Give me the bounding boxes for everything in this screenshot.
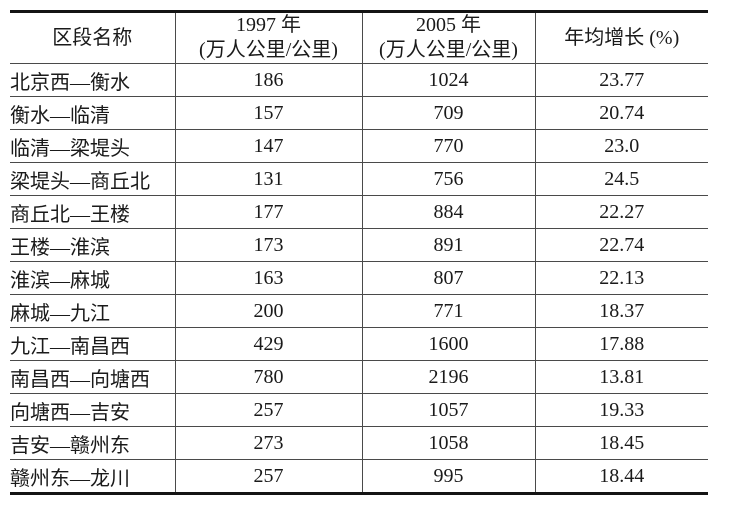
growth-cell: 17.88: [534, 327, 708, 361]
growth-cell: 24.5: [534, 162, 708, 196]
table-row: 王楼—淮滨 173 891 22.74: [10, 228, 708, 262]
value-2005-cell: 756: [361, 162, 535, 196]
table-row: 梁堤头—商丘北 131 756 24.5: [10, 162, 708, 196]
value-1997-cell: 273: [174, 426, 362, 460]
section-name-cell: 麻城—九江: [10, 294, 175, 328]
value-1997-cell: 177: [174, 195, 362, 229]
section-name-cell: 临清—梁堤头: [10, 129, 175, 163]
value-2005-cell: 807: [361, 261, 535, 295]
value-1997-cell: 157: [174, 96, 362, 130]
value-1997-cell: 200: [174, 294, 362, 328]
value-1997-cell: 163: [174, 261, 362, 295]
header-2005-year: 2005 年: [416, 14, 481, 36]
table-row: 吉安—赣州东 273 1058 18.45: [10, 426, 708, 460]
value-1997-cell: 429: [174, 327, 362, 361]
growth-cell: 22.13: [534, 261, 708, 295]
table-row: 衡水—临清 157 709 20.74: [10, 96, 708, 130]
section-name-cell: 淮滨—麻城: [10, 261, 175, 295]
growth-cell: 20.74: [534, 96, 708, 130]
value-2005-cell: 884: [361, 195, 535, 229]
table-row: 南昌西—向塘西 780 2196 13.81: [10, 360, 708, 394]
value-1997-cell: 147: [174, 129, 362, 163]
header-growth-label: 年均增长 (%): [564, 26, 680, 49]
section-name-cell: 赣州东—龙川: [10, 459, 175, 494]
table-row: 向塘西—吉安 257 1057 19.33: [10, 393, 708, 427]
table-row: 临清—梁堤头 147 770 23.0: [10, 129, 708, 163]
value-1997-cell: 257: [174, 393, 362, 427]
value-2005-cell: 771: [361, 294, 535, 328]
passenger-density-table: 区段名称 1997 年 (万人公里/公里) 2005 年 (万人公里/公里) 年…: [10, 10, 708, 495]
header-section-name: 区段名称: [10, 11, 175, 64]
value-2005-cell: 1058: [361, 426, 535, 460]
section-name-cell: 衡水—临清: [10, 96, 175, 130]
header-1997: 1997 年 (万人公里/公里): [174, 11, 362, 64]
section-name-cell: 北京西—衡水: [10, 63, 175, 97]
header-1997-unit: (万人公里/公里): [199, 39, 338, 61]
section-name-cell: 南昌西—向塘西: [10, 360, 175, 394]
table-header: 区段名称 1997 年 (万人公里/公里) 2005 年 (万人公里/公里) 年…: [10, 11, 708, 64]
value-2005-cell: 1024: [361, 63, 535, 97]
header-annual-growth: 年均增长 (%): [534, 11, 708, 64]
table-row: 九江—南昌西 429 1600 17.88: [10, 327, 708, 361]
value-1997-cell: 186: [174, 63, 362, 97]
value-1997-cell: 780: [174, 360, 362, 394]
value-2005-cell: 995: [361, 459, 535, 494]
header-2005: 2005 年 (万人公里/公里): [361, 11, 535, 64]
value-2005-cell: 709: [361, 96, 535, 130]
growth-cell: 18.45: [534, 426, 708, 460]
table-row: 商丘北—王楼 177 884 22.27: [10, 195, 708, 229]
table-row: 淮滨—麻城 163 807 22.13: [10, 261, 708, 295]
growth-cell: 18.37: [534, 294, 708, 328]
value-2005-cell: 891: [361, 228, 535, 262]
value-1997-cell: 173: [174, 228, 362, 262]
section-name-cell: 商丘北—王楼: [10, 195, 175, 229]
header-2005-unit: (万人公里/公里): [379, 39, 518, 61]
value-2005-cell: 770: [361, 129, 535, 163]
section-name-cell: 王楼—淮滨: [10, 228, 175, 262]
header-section-label: 区段名称: [52, 26, 133, 49]
header-1997-year: 1997 年: [236, 14, 301, 36]
section-name-cell: 向塘西—吉安: [10, 393, 175, 427]
table-row: 赣州东—龙川 257 995 18.44: [10, 459, 708, 494]
value-1997-cell: 131: [174, 162, 362, 196]
value-2005-cell: 1057: [361, 393, 535, 427]
growth-cell: 23.77: [534, 63, 708, 97]
growth-cell: 19.33: [534, 393, 708, 427]
growth-cell: 22.74: [534, 228, 708, 262]
section-name-cell: 吉安—赣州东: [10, 426, 175, 460]
value-1997-cell: 257: [174, 459, 362, 494]
value-2005-cell: 2196: [361, 360, 535, 394]
table-row: 麻城—九江 200 771 18.37: [10, 294, 708, 328]
section-name-cell: 梁堤头—商丘北: [10, 162, 175, 196]
table-body: 北京西—衡水 186 1024 23.77 衡水—临清 157 709 20.7…: [10, 63, 708, 494]
value-2005-cell: 1600: [361, 327, 535, 361]
growth-cell: 23.0: [534, 129, 708, 163]
table-row: 北京西—衡水 186 1024 23.77: [10, 63, 708, 97]
growth-cell: 22.27: [534, 195, 708, 229]
growth-cell: 13.81: [534, 360, 708, 394]
header-row: 区段名称 1997 年 (万人公里/公里) 2005 年 (万人公里/公里) 年…: [10, 11, 708, 64]
section-name-cell: 九江—南昌西: [10, 327, 175, 361]
growth-cell: 18.44: [534, 459, 708, 494]
